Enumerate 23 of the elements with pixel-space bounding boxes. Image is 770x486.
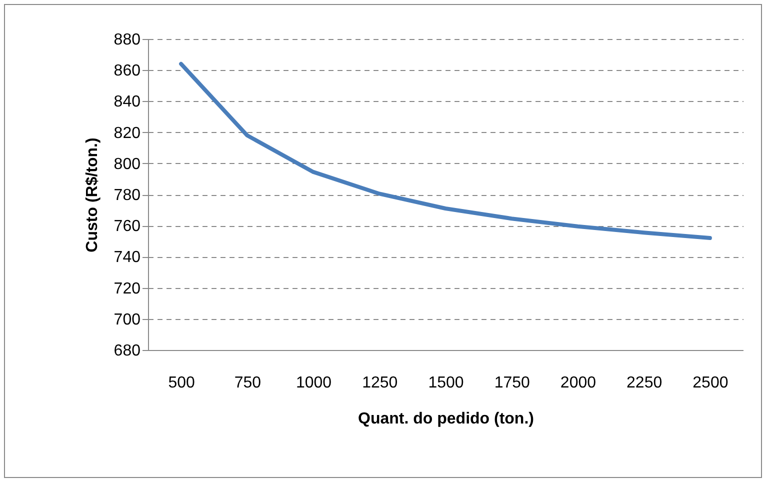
x-tick-label: 2000 — [560, 374, 596, 392]
x-tick-label: 2500 — [692, 374, 728, 392]
y-tick-label: 840 — [114, 94, 141, 111]
y-tick-label: 740 — [114, 249, 141, 266]
y-tick-label: 780 — [114, 187, 141, 204]
x-tick-label: 500 — [168, 374, 195, 392]
line-series — [179, 62, 712, 240]
x-tick-label: 1500 — [428, 374, 464, 392]
x-axis-title: Quant. do pedido (ton.) — [358, 410, 534, 428]
x-tick-label: 750 — [234, 374, 262, 392]
y-tick-label: 760 — [114, 218, 141, 236]
y-tick-label: 860 — [114, 62, 141, 80]
x-tick-label: 1000 — [296, 374, 332, 392]
y-tick-label: 720 — [114, 280, 141, 298]
x-tick-label: 1750 — [494, 374, 530, 392]
y-tick-label: 880 — [114, 32, 141, 48]
x-tick-label: 1250 — [362, 374, 398, 392]
x-tick-label: 2250 — [626, 374, 662, 392]
y-tick-label: 680 — [114, 342, 141, 360]
y-tick-label: 800 — [114, 156, 141, 173]
y-tick-label: 820 — [114, 124, 141, 142]
y-axis-title: Custo (R$/ton.) — [84, 138, 101, 252]
y-tick-label: 700 — [114, 311, 141, 328]
